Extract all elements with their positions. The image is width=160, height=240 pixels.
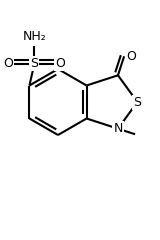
Text: O: O — [55, 57, 65, 70]
Text: S: S — [133, 96, 141, 108]
Text: NH₂: NH₂ — [23, 30, 46, 43]
Text: O: O — [4, 57, 13, 70]
Text: S: S — [30, 57, 38, 70]
Text: O: O — [126, 50, 136, 63]
Text: N: N — [113, 122, 123, 135]
